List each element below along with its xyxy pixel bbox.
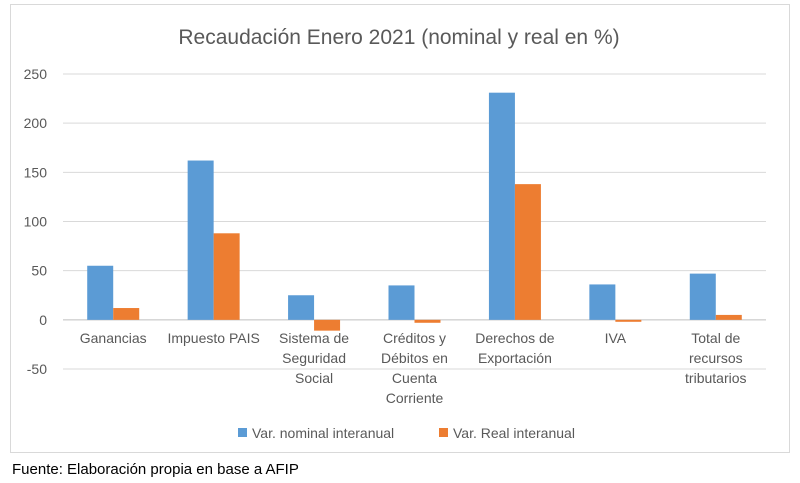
x-category-label: Derechos de: [475, 330, 555, 346]
x-category-label: Cuenta: [392, 370, 437, 386]
y-tick-label: 150: [24, 164, 48, 180]
x-category-label: Sistema de: [279, 330, 349, 346]
x-category-label: Social: [295, 370, 333, 386]
bar-chart: Recaudación Enero 2021 (nominal y real e…: [24, 26, 766, 441]
x-category-label: Impuesto PAIS: [167, 330, 259, 346]
y-tick-label: 100: [24, 214, 48, 230]
chart-title: Recaudación Enero 2021 (nominal y real e…: [178, 26, 619, 49]
bar-real: [615, 319, 642, 322]
x-category-label: Ganancias: [80, 330, 147, 346]
bar-nominal: [288, 295, 315, 320]
bar-nominal: [187, 160, 214, 320]
bar-real: [414, 319, 441, 323]
bar-real: [213, 233, 240, 320]
x-category-label: Exportación: [478, 350, 552, 366]
x-category-label: recursos: [689, 350, 743, 366]
y-tick-label: 0: [39, 312, 47, 328]
y-tick-label: 200: [24, 115, 48, 131]
bar-real: [314, 319, 341, 331]
legend-label: Var. Real interanual: [453, 425, 575, 441]
x-category-label: Débitos en: [381, 350, 448, 366]
x-category-label: tributarios: [685, 370, 746, 386]
legend-swatch-nominal: [238, 428, 247, 437]
bar-nominal: [87, 265, 114, 320]
bar-real: [715, 314, 742, 320]
bar-real: [113, 308, 140, 320]
chart-frame: Recaudación Enero 2021 (nominal y real e…: [10, 4, 790, 453]
source-note: Fuente: Elaboración propia en base a AFI…: [12, 461, 299, 478]
x-category-label: IVA: [605, 330, 627, 346]
x-category-label: Corriente: [386, 390, 444, 406]
legend-label: Var. nominal interanual: [252, 425, 394, 441]
y-tick-label: -50: [27, 361, 47, 377]
bar-nominal: [388, 285, 415, 320]
bar-nominal: [488, 92, 515, 320]
y-tick-label: 50: [31, 263, 47, 279]
legend-swatch-real: [439, 428, 448, 437]
x-category-label: Total de: [691, 330, 740, 346]
bar-real: [514, 184, 541, 320]
bar-nominal: [689, 273, 716, 320]
bar-nominal: [589, 284, 616, 320]
x-category-label: Seguridad: [282, 350, 346, 366]
x-category-label: Créditos y: [383, 330, 446, 346]
y-tick-label: 250: [24, 66, 48, 82]
